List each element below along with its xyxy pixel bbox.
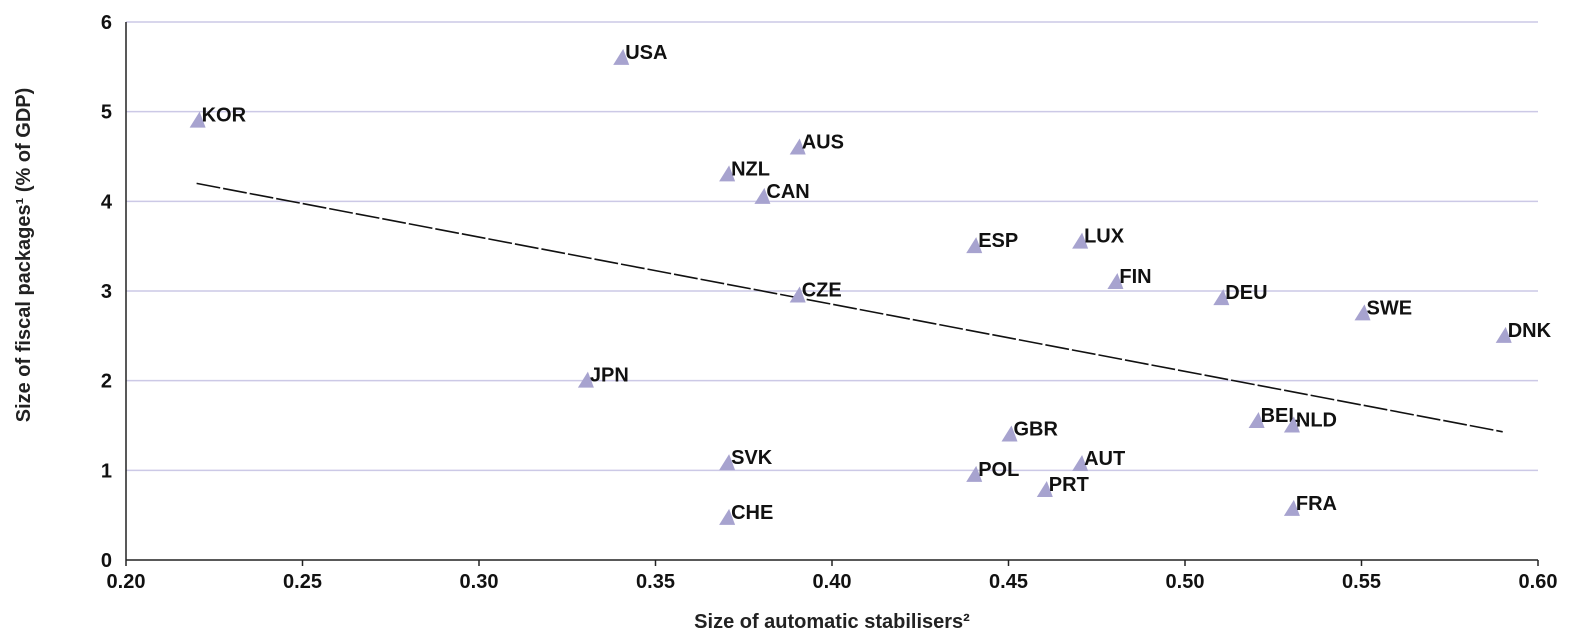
data-point-gbr: GBR bbox=[1001, 418, 1059, 442]
triangle-marker bbox=[966, 237, 983, 254]
point-label: SWE bbox=[1367, 297, 1413, 319]
x-tick-label: 0.40 bbox=[813, 571, 852, 593]
data-point-usa: USA bbox=[613, 42, 667, 65]
triangle-marker bbox=[789, 286, 806, 303]
data-point-lux: LUX bbox=[1072, 226, 1125, 249]
triangle-marker bbox=[754, 187, 771, 204]
y-tick-label: 4 bbox=[101, 191, 113, 213]
y-tick-label: 3 bbox=[101, 281, 112, 303]
point-label: KOR bbox=[202, 105, 247, 127]
point-label: PRT bbox=[1049, 474, 1089, 496]
y-axis-title: Size of fiscal packages¹ (% of GDP) bbox=[13, 88, 35, 423]
data-point-dnk: DNK bbox=[1495, 320, 1552, 343]
point-label: FIN bbox=[1119, 266, 1151, 288]
triangle-marker bbox=[1001, 425, 1018, 442]
x-tick-label: 0.45 bbox=[989, 571, 1028, 593]
triangle-marker bbox=[789, 138, 806, 155]
data-point-nzl: NZL bbox=[719, 158, 770, 182]
data-point-pol: POL bbox=[966, 459, 1019, 482]
triangle-marker bbox=[719, 454, 736, 471]
point-label: ESP bbox=[978, 230, 1018, 252]
triangle-marker bbox=[1107, 273, 1124, 290]
point-label: NLD bbox=[1296, 410, 1337, 432]
data-point-fin: FIN bbox=[1107, 266, 1152, 290]
x-tick-label: 0.50 bbox=[1166, 571, 1205, 593]
triangle-marker bbox=[1283, 416, 1300, 433]
x-tick-label: 0.30 bbox=[460, 571, 499, 593]
x-tick-label: 0.25 bbox=[283, 571, 322, 593]
point-label: DEU bbox=[1225, 282, 1267, 304]
triangle-marker bbox=[1072, 232, 1089, 249]
point-label: SVK bbox=[731, 447, 773, 469]
x-axis-title: Size of automatic stabilisers² bbox=[694, 611, 970, 633]
triangle-marker bbox=[1354, 304, 1371, 321]
point-label: GBR bbox=[1014, 418, 1059, 440]
x-tick-labels: 0.20 0.25 0.30 0.35 0.40 0.45 0.50 0.55 0.60 bbox=[107, 571, 1558, 593]
triangle-marker bbox=[189, 111, 206, 128]
triangle-marker bbox=[1495, 326, 1512, 343]
data-point-aus: AUS bbox=[789, 132, 844, 155]
y-tick-label: 6 bbox=[101, 12, 112, 34]
y-tick-label: 0 bbox=[101, 550, 112, 572]
x-tick-label: 0.35 bbox=[636, 571, 675, 593]
data-point-prt: PRT bbox=[1036, 474, 1089, 498]
triangle-marker bbox=[1213, 289, 1230, 306]
data-point-jpn: JPN bbox=[577, 365, 629, 388]
point-label: CAN bbox=[766, 181, 809, 203]
point-label: CZE bbox=[802, 279, 842, 301]
data-point-deu: DEU bbox=[1213, 282, 1268, 306]
triangle-marker bbox=[1036, 481, 1053, 498]
axes bbox=[125, 22, 1539, 566]
data-point-swe: SWE bbox=[1354, 297, 1413, 321]
gridlines bbox=[126, 21, 1538, 472]
point-label: USA bbox=[625, 42, 667, 64]
triangle-marker bbox=[577, 371, 594, 388]
y-tick-labels: 0 1 2 3 4 5 6 bbox=[101, 12, 113, 572]
data-point-can: CAN bbox=[754, 181, 810, 204]
point-label: POL bbox=[978, 459, 1019, 481]
data-point-che: CHE bbox=[719, 502, 773, 525]
triangle-marker bbox=[1248, 412, 1265, 429]
data-point-fra: FRA bbox=[1283, 493, 1337, 516]
trend-line bbox=[196, 182, 1503, 433]
point-label: AUS bbox=[802, 132, 844, 154]
trendline bbox=[196, 182, 1503, 433]
point-label: DNK bbox=[1508, 320, 1552, 342]
point-label: FRA bbox=[1296, 493, 1337, 515]
triangle-marker bbox=[966, 465, 983, 482]
y-tick-label: 5 bbox=[101, 102, 112, 124]
y-tick-label: 2 bbox=[101, 371, 112, 393]
data-point-bel: BEL bbox=[1248, 405, 1301, 429]
point-label: JPN bbox=[590, 365, 629, 387]
x-tick-label: 0.60 bbox=[1519, 571, 1558, 593]
point-label: NZL bbox=[731, 158, 770, 180]
triangle-marker bbox=[719, 508, 736, 525]
data-point-kor: KOR bbox=[189, 105, 247, 128]
data-point-nld: NLD bbox=[1283, 410, 1337, 433]
y-tick-label: 1 bbox=[101, 460, 112, 482]
data-point-svk: SVK bbox=[719, 447, 773, 471]
triangle-marker bbox=[719, 165, 736, 182]
x-tick-label: 0.55 bbox=[1342, 571, 1381, 593]
data-point-esp: ESP bbox=[966, 230, 1018, 254]
data-point-cze: CZE bbox=[789, 279, 842, 303]
point-label: AUT bbox=[1084, 448, 1125, 470]
triangle-marker bbox=[1283, 499, 1300, 516]
triangle-marker bbox=[613, 48, 630, 65]
point-label: BEL bbox=[1261, 405, 1301, 427]
point-label: CHE bbox=[731, 502, 773, 524]
triangle-marker bbox=[1072, 455, 1089, 472]
x-tick-label: 0.20 bbox=[107, 571, 146, 593]
data-point-aut: AUT bbox=[1072, 448, 1125, 472]
point-label: LUX bbox=[1084, 226, 1125, 248]
